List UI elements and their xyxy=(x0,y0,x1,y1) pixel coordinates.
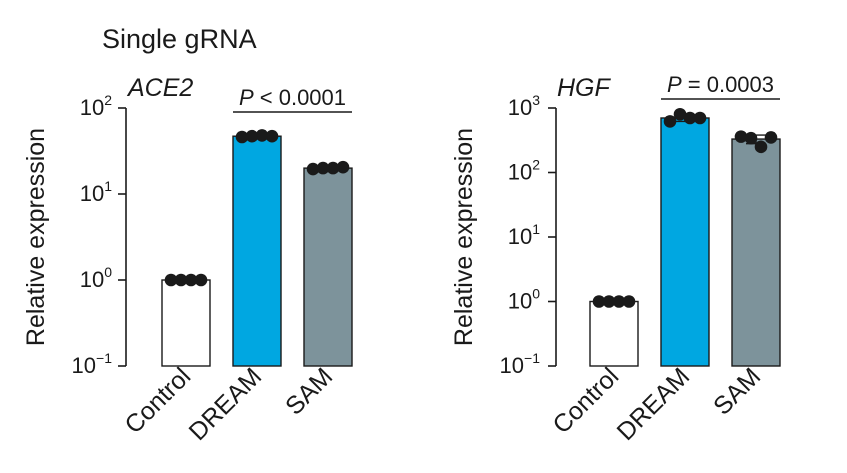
significance-label: P < 0.0001 xyxy=(239,85,346,110)
data-point xyxy=(754,140,768,154)
x-tick-label: DREAM xyxy=(612,362,696,446)
data-point xyxy=(306,162,320,176)
data-point xyxy=(673,107,687,121)
y-tick-label: 103 xyxy=(508,92,540,120)
data-point xyxy=(622,295,636,308)
data-point xyxy=(194,273,208,287)
y-tick-label: 100 xyxy=(80,264,112,292)
x-tick-label: SAM xyxy=(708,362,766,420)
data-point xyxy=(744,131,758,145)
panel-label: ACE2 xyxy=(126,74,193,102)
bar-dream xyxy=(660,117,710,367)
y-tick-label: 102 xyxy=(508,157,540,185)
data-point xyxy=(235,130,249,144)
bar-control xyxy=(161,279,211,367)
data-point xyxy=(336,160,350,174)
bar-dream xyxy=(232,135,282,367)
data-point xyxy=(316,161,330,175)
data-point xyxy=(693,111,707,125)
data-point xyxy=(764,131,778,144)
data-point xyxy=(184,273,198,287)
data-point xyxy=(612,295,626,308)
y-axis-label: Relative expression xyxy=(22,128,50,346)
bar-sam xyxy=(731,138,781,367)
data-point xyxy=(663,115,677,128)
data-point xyxy=(164,273,178,287)
data-point xyxy=(592,295,606,308)
x-tick-label: DREAM xyxy=(184,362,268,446)
data-point xyxy=(326,161,340,175)
y-axis-label: Relative expression xyxy=(450,128,478,346)
data-point xyxy=(734,130,748,143)
figure-title: Single gRNA xyxy=(102,24,257,54)
y-tick-label: 102 xyxy=(80,92,112,120)
panel-label: HGF xyxy=(557,74,612,102)
bar-sam xyxy=(303,167,353,367)
data-point xyxy=(174,273,188,287)
data-point xyxy=(265,129,279,143)
y-tick-label: 10−1 xyxy=(500,350,541,378)
x-tick-label: SAM xyxy=(280,362,338,420)
y-tick-label: 101 xyxy=(508,221,540,249)
data-point xyxy=(683,111,697,125)
bar-control xyxy=(589,300,639,367)
y-tick-label: 10−1 xyxy=(72,350,113,378)
y-tick-label: 100 xyxy=(508,286,540,314)
data-point xyxy=(245,129,259,143)
significance-label: P = 0.0003 xyxy=(667,72,774,97)
data-point xyxy=(602,295,616,308)
data-point xyxy=(255,129,269,142)
y-tick-label: 101 xyxy=(80,178,112,206)
